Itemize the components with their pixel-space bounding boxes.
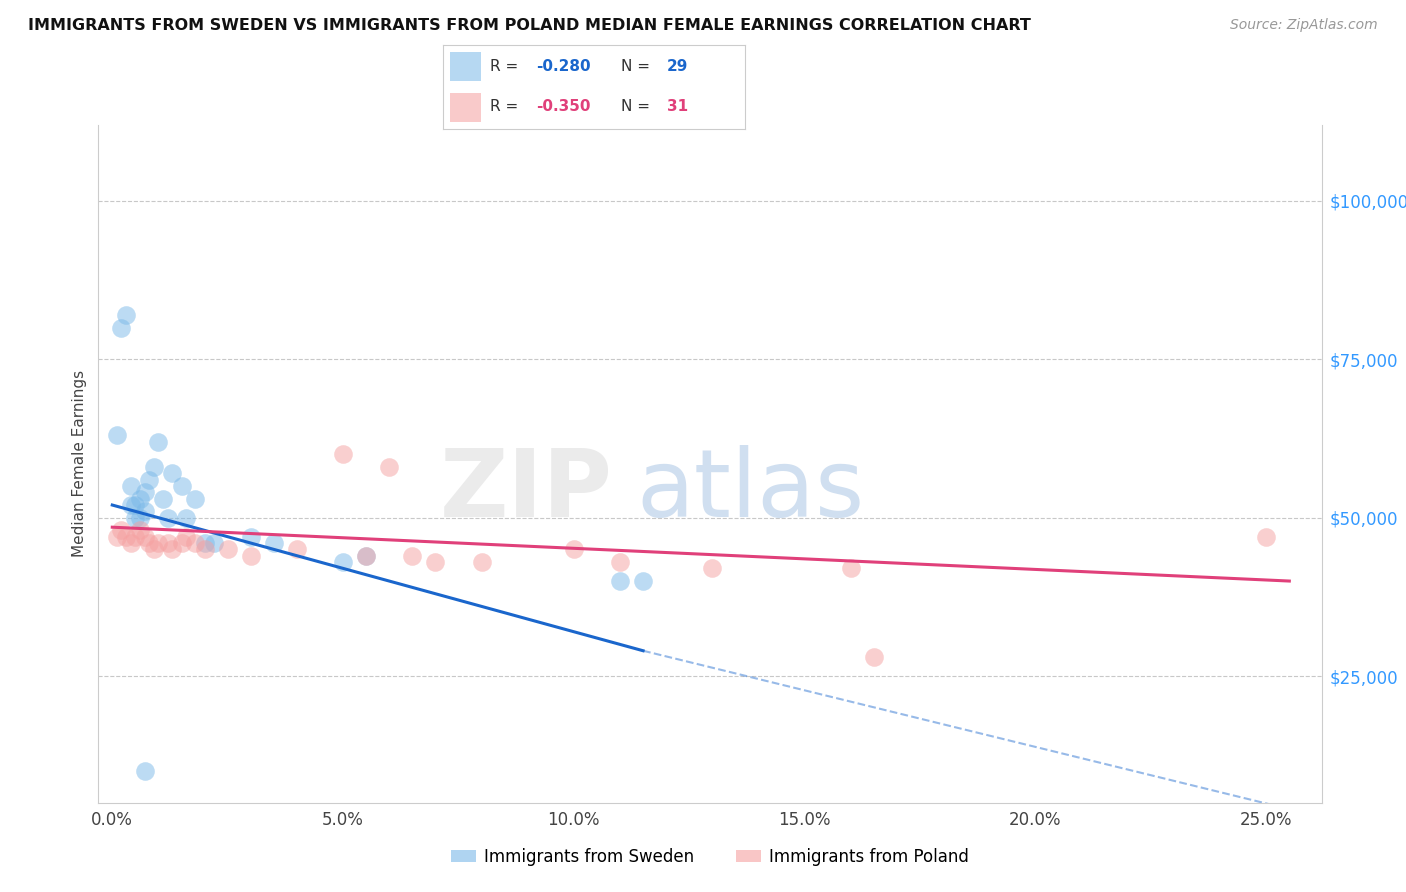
Point: [174, 530, 197, 544]
Point: [378, 460, 401, 475]
Point: [110, 524, 132, 538]
Point: [702, 561, 724, 575]
Text: 31: 31: [666, 99, 688, 114]
Text: ZIP: ZIP: [439, 445, 612, 537]
Text: N =: N =: [621, 99, 650, 114]
Point: [142, 460, 165, 475]
Point: [124, 510, 146, 524]
Text: -0.350: -0.350: [537, 99, 591, 114]
Point: [115, 308, 138, 322]
Point: [148, 536, 170, 550]
Point: [332, 447, 354, 461]
Point: [217, 542, 239, 557]
Text: N =: N =: [621, 59, 650, 74]
Bar: [450, 93, 481, 121]
Point: [115, 530, 138, 544]
Point: [184, 491, 207, 506]
Point: [285, 542, 308, 557]
Point: [170, 479, 193, 493]
Point: [631, 574, 654, 588]
Point: [134, 530, 156, 544]
Point: [401, 549, 423, 563]
Point: [239, 530, 262, 544]
Text: IMMIGRANTS FROM SWEDEN VS IMMIGRANTS FROM POLAND MEDIAN FEMALE EARNINGS CORRELAT: IMMIGRANTS FROM SWEDEN VS IMMIGRANTS FRO…: [28, 18, 1031, 33]
Point: [152, 491, 174, 506]
Point: [194, 536, 217, 550]
Point: [1256, 530, 1278, 544]
Text: 29: 29: [666, 59, 688, 74]
Point: [148, 434, 170, 449]
Point: [470, 555, 492, 569]
Point: [863, 650, 886, 665]
Point: [134, 485, 156, 500]
Point: [354, 549, 377, 563]
Point: [105, 530, 128, 544]
Point: [194, 542, 217, 557]
Point: [138, 473, 160, 487]
Point: [332, 555, 354, 569]
Point: [129, 510, 152, 524]
Point: [354, 549, 377, 563]
Point: [120, 498, 142, 512]
Point: [138, 536, 160, 550]
Point: [156, 536, 179, 550]
Text: Source: ZipAtlas.com: Source: ZipAtlas.com: [1230, 18, 1378, 32]
Point: [120, 479, 142, 493]
Point: [239, 549, 262, 563]
Legend: Immigrants from Sweden, Immigrants from Poland: Immigrants from Sweden, Immigrants from …: [444, 841, 976, 872]
Point: [162, 542, 184, 557]
Point: [105, 428, 128, 442]
Bar: [450, 53, 481, 81]
Point: [562, 542, 585, 557]
Point: [129, 524, 152, 538]
Point: [609, 555, 631, 569]
Point: [839, 561, 862, 575]
Point: [120, 536, 142, 550]
Text: atlas: atlas: [637, 445, 865, 537]
Point: [124, 530, 146, 544]
Point: [184, 536, 207, 550]
Point: [124, 498, 146, 512]
Point: [263, 536, 285, 550]
Text: R =: R =: [489, 99, 517, 114]
Text: R =: R =: [489, 59, 517, 74]
Point: [134, 764, 156, 778]
Point: [110, 320, 132, 334]
Point: [162, 467, 184, 481]
Point: [142, 542, 165, 557]
Text: -0.280: -0.280: [537, 59, 592, 74]
Point: [129, 491, 152, 506]
Point: [425, 555, 447, 569]
Point: [174, 510, 197, 524]
Point: [170, 536, 193, 550]
Point: [156, 510, 179, 524]
Point: [202, 536, 225, 550]
Point: [134, 504, 156, 518]
Point: [609, 574, 631, 588]
Y-axis label: Median Female Earnings: Median Female Earnings: [72, 370, 87, 558]
